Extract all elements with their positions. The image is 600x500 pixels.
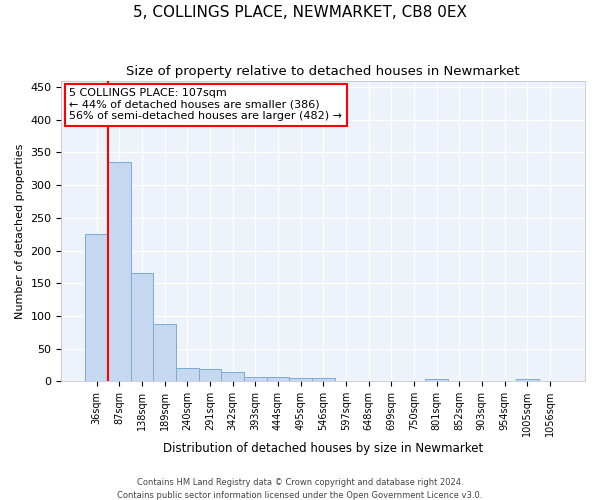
Bar [176, 368, 199, 382]
Bar [131, 274, 153, 382]
Y-axis label: Number of detached properties: Number of detached properties [15, 144, 25, 318]
Bar [266, 378, 289, 382]
Bar [312, 378, 335, 382]
Title: Size of property relative to detached houses in Newmarket: Size of property relative to detached ho… [127, 65, 520, 78]
Text: Contains HM Land Registry data © Crown copyright and database right 2024.
Contai: Contains HM Land Registry data © Crown c… [118, 478, 482, 500]
Bar [244, 377, 266, 382]
Bar [85, 234, 108, 382]
Bar [199, 369, 221, 382]
Bar [516, 378, 539, 382]
Bar [221, 372, 244, 382]
Text: 5 COLLINGS PLACE: 107sqm
← 44% of detached houses are smaller (386)
56% of semi-: 5 COLLINGS PLACE: 107sqm ← 44% of detach… [69, 88, 342, 122]
X-axis label: Distribution of detached houses by size in Newmarket: Distribution of detached houses by size … [163, 442, 484, 455]
Bar [425, 378, 448, 382]
Bar [153, 324, 176, 382]
Bar [289, 378, 312, 382]
Bar [108, 162, 131, 382]
Text: 5, COLLINGS PLACE, NEWMARKET, CB8 0EX: 5, COLLINGS PLACE, NEWMARKET, CB8 0EX [133, 5, 467, 20]
